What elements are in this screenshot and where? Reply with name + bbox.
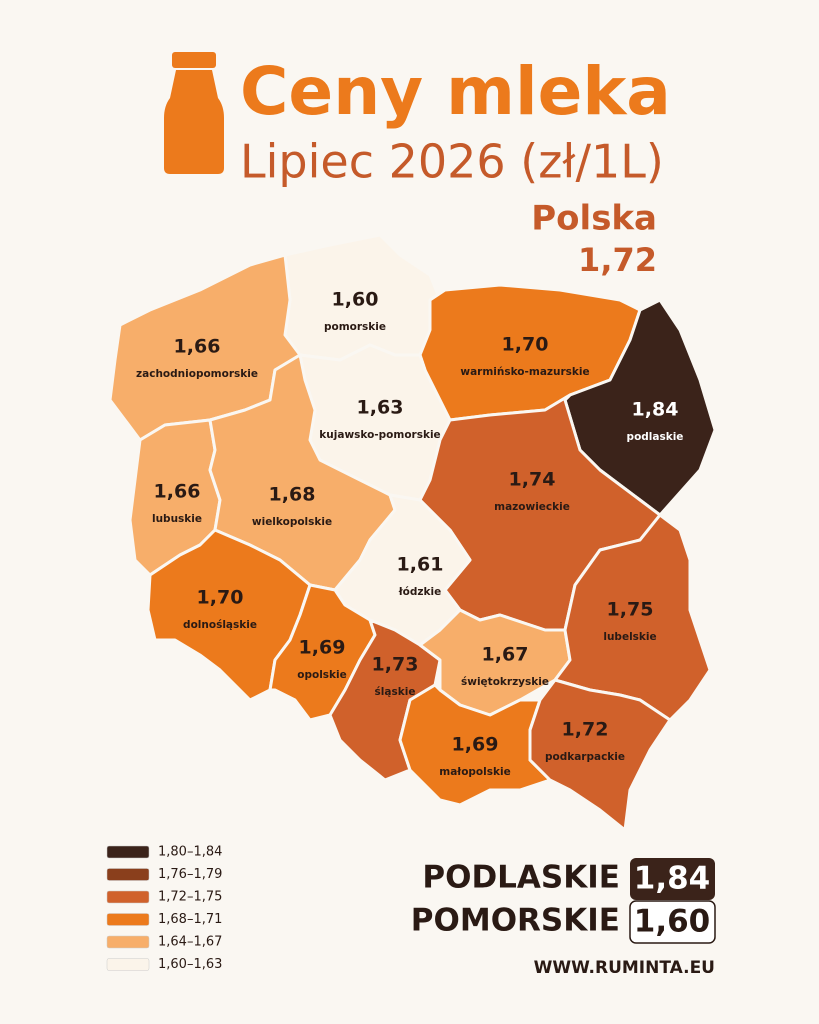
region-name: lubelskie — [603, 631, 656, 643]
region-name: wielkopolskie — [252, 516, 332, 528]
region-value: 1,70 — [197, 587, 244, 609]
region-name: podlaskie — [627, 431, 684, 443]
legend-label: 1,80–1,84 — [158, 845, 222, 860]
region-name: pomorskie — [324, 321, 386, 333]
region-value: 1,69 — [452, 734, 499, 756]
region-value: 1,66 — [154, 481, 201, 503]
legend-swatch — [106, 958, 150, 971]
extreme-name: PODLASKIE — [422, 860, 620, 896]
region-name: łódzkie — [398, 586, 441, 598]
legend-swatch — [106, 913, 150, 926]
region-value: 1,69 — [299, 637, 346, 659]
legend: 1,80–1,84 1,76–1,79 1,72–1,75 1,68–1,71 1,64… — [106, 845, 222, 972]
region — [268, 583, 377, 722]
extreme-badge — [630, 858, 715, 900]
region-value: 1,66 — [174, 336, 221, 358]
title: Ceny mleka — [240, 53, 671, 130]
legend-label: 1,68–1,71 — [158, 912, 222, 927]
region-name: zachodniopomorskie — [136, 368, 258, 380]
legend-swatch — [106, 890, 150, 904]
region-value: 1,61 — [397, 554, 444, 576]
extremes: PODLASKIE 1,84 POMORSKIE 1,60 — [411, 858, 716, 944]
region-name: mazowieckie — [494, 501, 570, 513]
region — [553, 513, 712, 722]
extreme-value: 1,60 — [634, 904, 711, 940]
national-value: 1,72 — [578, 241, 657, 279]
region-name: śląskie — [375, 686, 416, 698]
region-name: opolskie — [297, 669, 347, 681]
national-label: Polska — [531, 199, 657, 239]
milk-can-icon — [164, 52, 224, 174]
legend-swatch — [106, 845, 150, 859]
legend-swatch — [106, 935, 150, 949]
region-value: 1,67 — [482, 644, 529, 666]
extreme-value: 1,84 — [634, 861, 711, 897]
region-name: podkarpackie — [545, 751, 625, 763]
legend-swatch — [106, 868, 150, 881]
extreme-name: POMORSKIE — [411, 903, 620, 939]
legend-label: 1,60–1,63 — [158, 957, 222, 972]
map: 1,60 pomorskie 1,66 zachodniopomorskie 1,70 w… — [108, 233, 717, 832]
legend-label: 1,76–1,79 — [158, 867, 222, 882]
extreme-badge — [629, 900, 716, 944]
footer: WWW.RUMINTA.EU — [534, 958, 715, 978]
region-value: 1,68 — [269, 484, 316, 506]
subtitle: Lipiec 2026 (zł/1L) — [240, 135, 664, 189]
region-value: 1,72 — [562, 719, 609, 741]
region-name: lubuskie — [152, 513, 202, 525]
region-name: warmińsko-mazurskie — [460, 366, 589, 378]
region-value: 1,74 — [509, 469, 556, 491]
region-value: 1,60 — [332, 289, 379, 311]
region-name: małopolskie — [439, 766, 510, 778]
region-value: 1,73 — [372, 654, 419, 676]
legend-label: 1,72–1,75 — [158, 890, 222, 905]
region-value: 1,63 — [357, 397, 404, 419]
region-name: dolnośląskie — [183, 619, 257, 631]
region-value: 1,75 — [607, 599, 654, 621]
legend-label: 1,64–1,67 — [158, 935, 222, 950]
region-name: świętokrzyskie — [461, 676, 549, 688]
region-value: 1,70 — [502, 334, 549, 356]
region — [528, 678, 672, 832]
region-value: 1,84 — [632, 399, 679, 421]
region-name: kujawsko-pomorskie — [319, 429, 440, 441]
